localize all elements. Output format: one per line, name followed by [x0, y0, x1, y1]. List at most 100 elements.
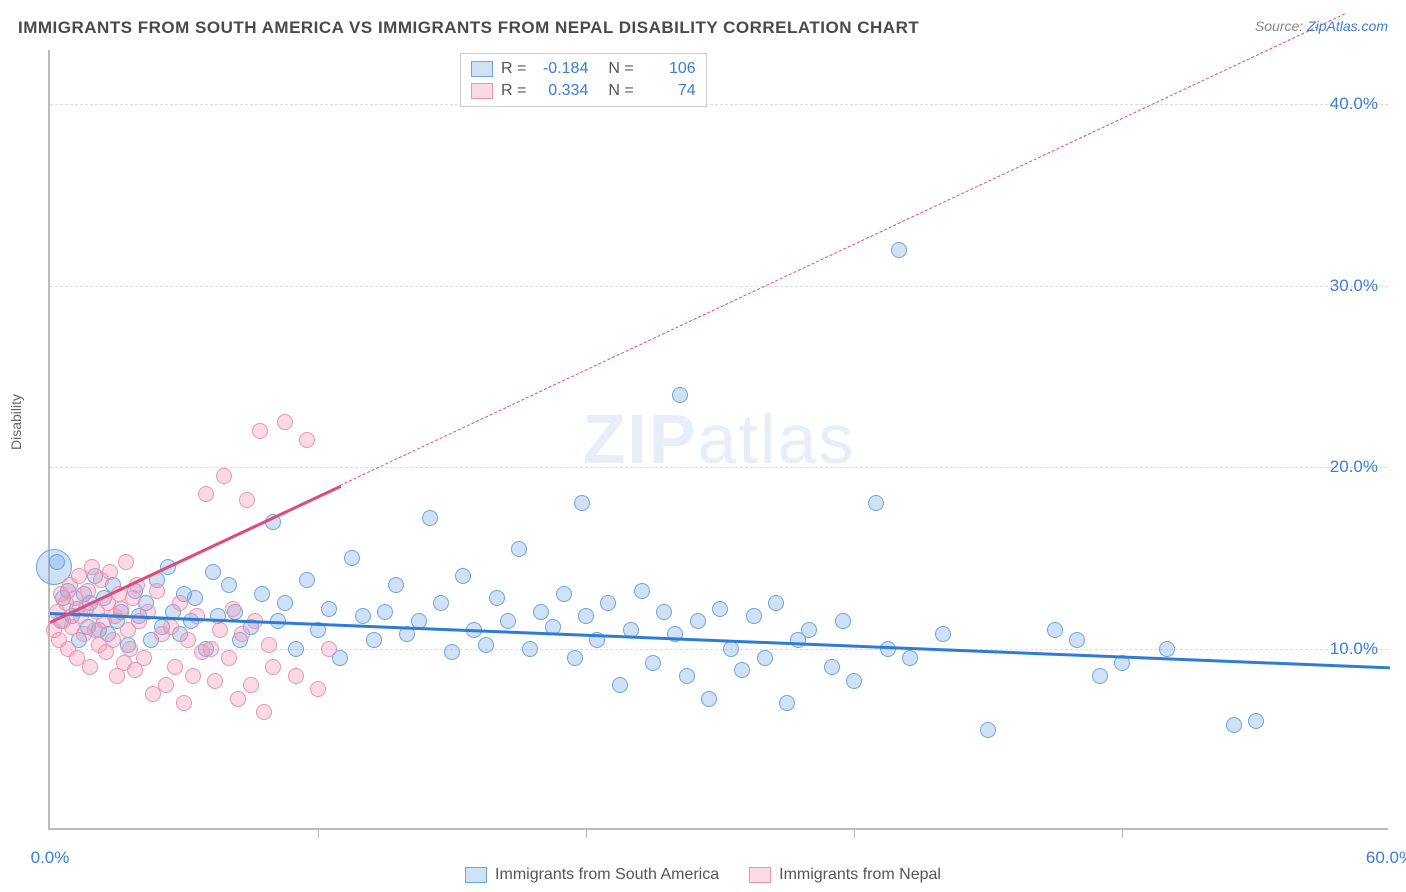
scatter-point	[422, 510, 438, 526]
legend-label: Immigrants from Nepal	[779, 866, 941, 884]
scatter-point	[1159, 641, 1175, 657]
scatter-point	[779, 695, 795, 711]
scatter-point	[801, 622, 817, 638]
stat-r-value: 0.334	[534, 82, 588, 100]
y-tick-label: 20.0%	[1330, 457, 1378, 477]
scatter-point	[672, 387, 688, 403]
legend-item: Immigrants from Nepal	[749, 866, 941, 884]
legend-item: Immigrants from South America	[465, 866, 719, 884]
legend-label: Immigrants from South America	[495, 866, 719, 884]
scatter-point	[511, 541, 527, 557]
stats-row: R =-0.184N =106	[471, 58, 696, 80]
scatter-point	[230, 691, 246, 707]
scatter-point	[444, 644, 460, 660]
gridline-h	[50, 467, 1388, 468]
stat-r-label: R =	[501, 82, 526, 100]
scatter-point	[768, 595, 784, 611]
scatter-point	[1047, 622, 1063, 638]
stat-r-label: R =	[501, 60, 526, 78]
scatter-point	[149, 583, 165, 599]
scatter-point	[221, 650, 237, 666]
scatter-point	[645, 655, 661, 671]
scatter-point	[679, 668, 695, 684]
scatter-point	[205, 564, 221, 580]
scatter-point	[366, 632, 382, 648]
scatter-point	[80, 583, 96, 599]
scatter-point	[277, 414, 293, 430]
legend-swatch	[465, 867, 487, 883]
scatter-point	[225, 601, 241, 617]
y-axis-label: Disability	[8, 394, 24, 450]
scatter-point	[187, 590, 203, 606]
bottom-legend: Immigrants from South America Immigrants …	[0, 866, 1406, 884]
scatter-point	[478, 637, 494, 653]
gridline-h	[50, 649, 1388, 650]
scatter-point	[299, 432, 315, 448]
scatter-point	[189, 608, 205, 624]
scatter-point	[533, 604, 549, 620]
scatter-point	[723, 641, 739, 657]
scatter-point	[433, 595, 449, 611]
scatter-point	[344, 550, 360, 566]
scatter-point	[902, 650, 918, 666]
scatter-point	[835, 613, 851, 629]
source-prefix: Source:	[1255, 18, 1307, 34]
scatter-point	[176, 695, 192, 711]
scatter-point	[824, 659, 840, 675]
scatter-point	[634, 583, 650, 599]
x-tick-mark	[854, 830, 855, 838]
scatter-point	[310, 681, 326, 697]
x-tick-mark	[1122, 830, 1123, 838]
source-attribution: Source: ZipAtlas.com	[1255, 18, 1388, 34]
scatter-point	[489, 590, 505, 606]
scatter-point	[500, 613, 516, 629]
y-tick-label: 30.0%	[1330, 276, 1378, 296]
scatter-point	[136, 650, 152, 666]
scatter-point	[690, 613, 706, 629]
scatter-point	[198, 486, 214, 502]
scatter-point	[288, 668, 304, 684]
stats-box: R =-0.184N =106R =0.334N =74	[460, 53, 707, 107]
scatter-point	[221, 577, 237, 593]
chart-container: IMMIGRANTS FROM SOUTH AMERICA VS IMMIGRA…	[0, 0, 1406, 892]
plot-area: ZIPatlas 10.0%20.0%30.0%40.0%0.0%60.0%R …	[48, 50, 1388, 830]
stat-n-value: 106	[642, 60, 696, 78]
scatter-point	[757, 650, 773, 666]
scatter-point	[288, 641, 304, 657]
scatter-point	[239, 492, 255, 508]
scatter-point	[49, 554, 65, 570]
scatter-point	[746, 608, 762, 624]
stat-n-label: N =	[608, 82, 633, 100]
x-tick-mark	[586, 830, 587, 838]
scatter-point	[277, 595, 293, 611]
scatter-point	[388, 577, 404, 593]
scatter-point	[1092, 668, 1108, 684]
scatter-point	[355, 608, 371, 624]
scatter-point	[167, 659, 183, 675]
scatter-point	[203, 641, 219, 657]
scatter-point	[612, 677, 628, 693]
y-tick-label: 10.0%	[1330, 639, 1378, 659]
trend-line	[50, 612, 1390, 669]
y-tick-label: 40.0%	[1330, 94, 1378, 114]
stat-n-label: N =	[608, 60, 633, 78]
scatter-point	[980, 722, 996, 738]
legend-swatch	[471, 61, 493, 77]
legend-swatch	[471, 83, 493, 99]
scatter-point	[252, 423, 268, 439]
scatter-point	[734, 662, 750, 678]
scatter-point	[265, 659, 281, 675]
scatter-point	[261, 637, 277, 653]
scatter-point	[455, 568, 471, 584]
stat-n-value: 74	[642, 82, 696, 100]
scatter-point	[868, 495, 884, 511]
scatter-point	[600, 595, 616, 611]
scatter-point	[578, 608, 594, 624]
scatter-point	[102, 564, 118, 580]
scatter-point	[935, 626, 951, 642]
scatter-point	[656, 604, 672, 620]
x-tick-label-right: 60.0%	[1366, 848, 1406, 868]
scatter-point	[185, 668, 201, 684]
scatter-point	[1226, 717, 1242, 733]
scatter-point	[1069, 632, 1085, 648]
